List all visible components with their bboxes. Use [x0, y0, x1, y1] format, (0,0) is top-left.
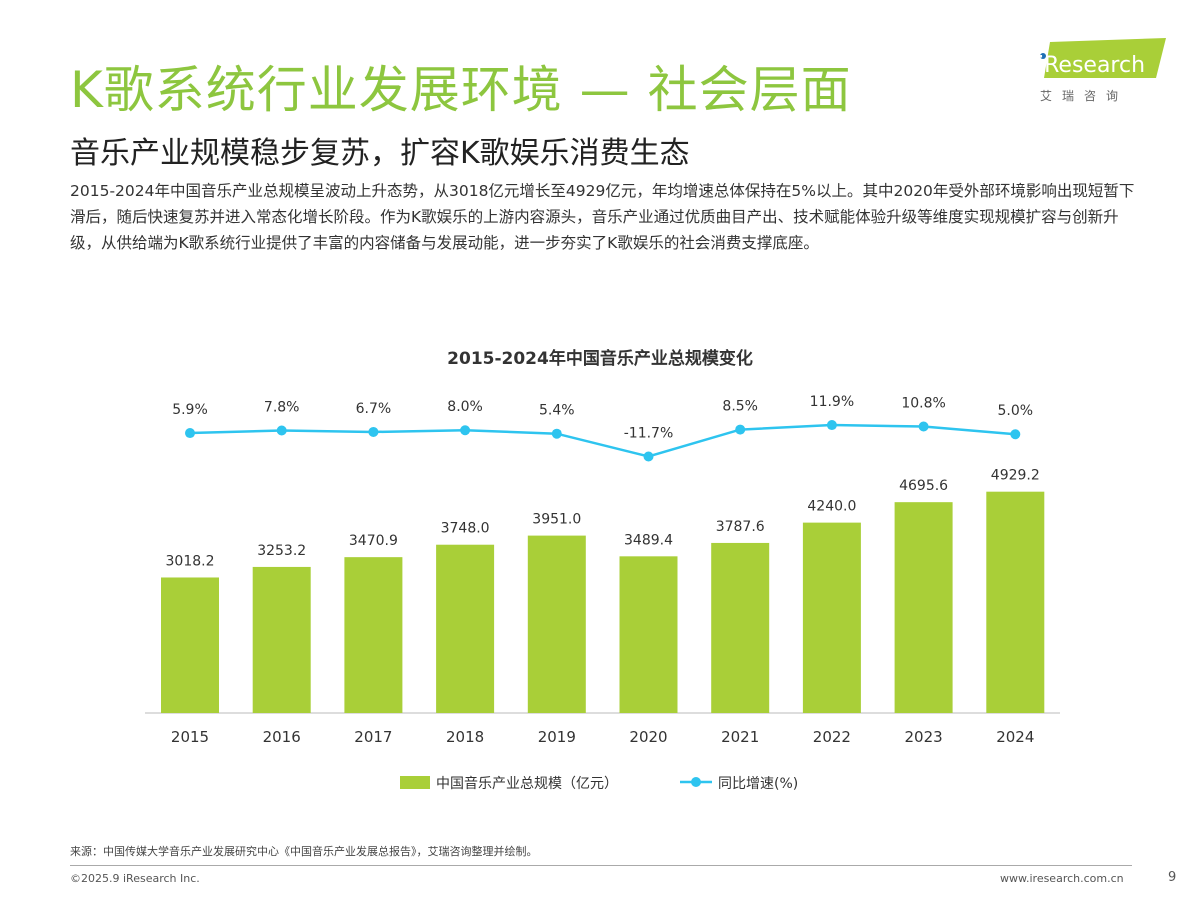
growth-point-2015 [185, 428, 195, 439]
chart: 3018.2 2015 3253.2 2016 3470.9 2017 3748.0 2018… [145, 394, 1060, 792]
x-tick-label: 2015 [171, 728, 209, 746]
growth-label: 6.7% [356, 401, 392, 417]
body-text: 2015-2024年中国音乐产业总规模呈波动上升态势，从3018亿元增长至492… [70, 182, 1135, 252]
growth-point-2017 [368, 426, 379, 437]
growth-label: 11.9% [810, 394, 854, 410]
divider [70, 865, 1132, 866]
page-subtitle: 音乐产业规模稳步复苏，扩容K歌娱乐消费生态 [70, 136, 690, 171]
growth-point-2020 [643, 451, 654, 462]
bar-2016 [252, 566, 311, 713]
x-tick-label: 2020 [629, 728, 667, 746]
growth-label: 8.5% [722, 399, 758, 415]
bar-label: 4929.2 [991, 468, 1040, 484]
bar-2019 [527, 535, 586, 713]
legend-bar-label: 中国音乐产业总规模（亿元） [436, 775, 618, 792]
growth-label: 8.0% [447, 399, 483, 415]
legend-bar-swatch [400, 776, 430, 789]
bar-2024 [986, 491, 1045, 713]
growth-point-2021 [735, 424, 746, 435]
growth-point-2018 [460, 425, 471, 436]
bar-2021 [711, 542, 770, 713]
bar-2023 [894, 502, 953, 713]
bar-label: 3787.6 [716, 519, 765, 535]
bar-label: 3018.2 [166, 553, 215, 569]
copyright: ©2025.9 iResearch Inc. [70, 872, 200, 885]
bar-2020 [619, 556, 678, 713]
x-tick-label: 2017 [354, 728, 392, 746]
bar-label: 3253.2 [257, 543, 306, 559]
iresearch-logo: iResearch 艾瑞咨询 [1038, 38, 1166, 103]
growth-point-2016 [276, 425, 287, 436]
bar-2018 [436, 544, 495, 713]
logo-cn: 艾瑞咨询 [1040, 88, 1128, 103]
growth-label: 5.0% [998, 403, 1034, 419]
bar-2015 [161, 577, 219, 713]
growth-label: 7.8% [264, 400, 300, 416]
logo-text: iResearch [1038, 53, 1145, 78]
bar-2022 [802, 522, 861, 713]
website: www.iresearch.com.cn [1000, 872, 1124, 885]
growth-label: 5.9% [172, 402, 208, 418]
x-tick-label: 2016 [263, 728, 301, 746]
x-tick-label: 2019 [538, 728, 576, 746]
growth-label: -11.7% [624, 425, 674, 441]
growth-line [189, 423, 1016, 458]
growth-point-2024 [1010, 429, 1021, 440]
legend-line-marker [691, 777, 701, 787]
bar-label: 3748.0 [441, 521, 490, 537]
page-title: K歌系统行业发展环境 — 社会层面 [70, 61, 852, 119]
x-tick-label: 2022 [813, 728, 851, 746]
bar-label: 4695.6 [899, 478, 948, 494]
growth-point-2019 [551, 428, 562, 439]
x-tick-label: 2023 [905, 728, 943, 746]
growth-point-2023 [918, 421, 929, 432]
source-note: 来源：中国传媒大学音乐产业发展研究中心《中国音乐产业发展总报告》，艾瑞咨询整理并… [70, 845, 538, 858]
growth-label: 10.8% [901, 396, 945, 412]
growth-label: 5.4% [539, 403, 575, 419]
growth-point-2022 [826, 420, 837, 431]
x-tick-label: 2021 [721, 728, 759, 746]
x-tick-label: 2024 [996, 728, 1034, 746]
bar-label: 4240.0 [807, 499, 856, 515]
bar-2017 [344, 557, 403, 713]
x-tick-label: 2018 [446, 728, 484, 746]
legend-line-label: 同比增速(%) [718, 776, 798, 792]
bar-label: 3470.9 [349, 533, 398, 549]
bar-label: 3951.0 [532, 512, 581, 528]
page-number: 9 [1168, 870, 1177, 885]
bar-label: 3489.4 [624, 532, 673, 548]
chart-title: 2015-2024年中国音乐产业总规模变化 [447, 349, 753, 369]
